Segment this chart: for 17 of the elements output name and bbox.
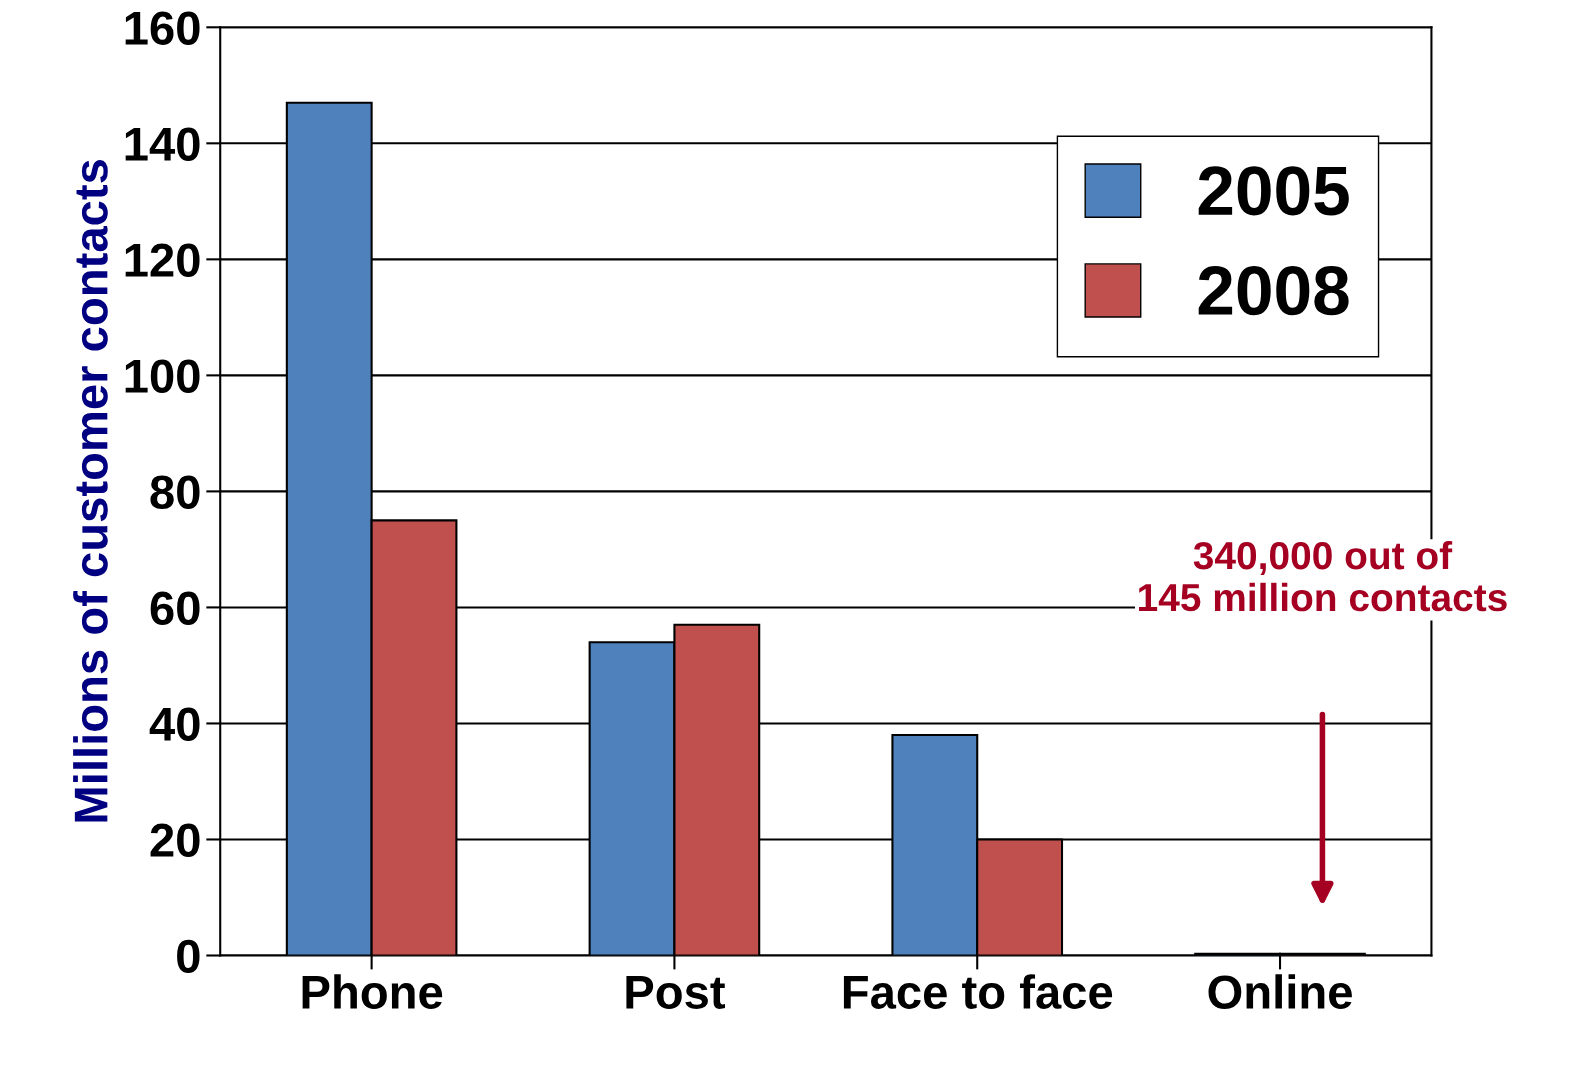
y-tick-label: 100 xyxy=(125,359,200,393)
y-tick-label: 20 xyxy=(150,823,200,858)
x-tick-label: Online xyxy=(1208,974,1352,1009)
legend-label: 2005 xyxy=(1198,166,1349,216)
x-tick-label: Face to face xyxy=(843,974,1113,1009)
y-tick-label: 140 xyxy=(125,127,200,161)
legend-label: 2008 xyxy=(1198,266,1349,316)
y-tick-label: 80 xyxy=(150,475,200,509)
y-tick-label: 40 xyxy=(149,707,200,742)
x-tick-label: Post xyxy=(626,975,726,1009)
y-tick-label: 0 xyxy=(177,939,200,974)
annotation: 340,000 out of 145 million contacts xyxy=(1139,540,1507,612)
y-axis-title: Millions of customer contacts xyxy=(73,160,108,822)
x-tick-label: Phone xyxy=(302,974,443,1009)
y-tick-label: 60 xyxy=(150,591,200,625)
y-tick-label: 160 xyxy=(125,11,200,45)
y-tick-label: 120 xyxy=(125,243,200,277)
